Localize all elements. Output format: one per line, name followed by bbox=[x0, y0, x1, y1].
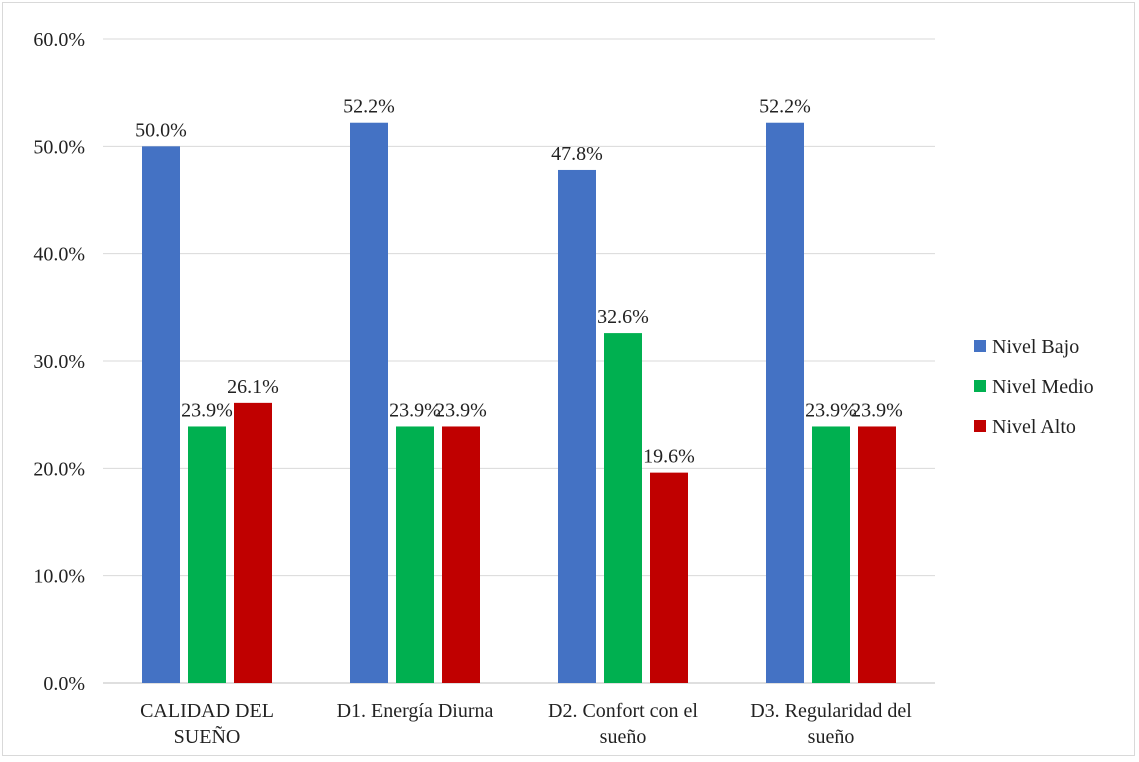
y-tick-label: 20.0% bbox=[33, 458, 85, 480]
data-label: 23.9% bbox=[805, 399, 857, 421]
gridlines bbox=[103, 38, 935, 684]
bar bbox=[604, 333, 642, 683]
bar bbox=[812, 426, 850, 683]
y-axis-tick-labels: 0.0% 10.0% 20.0% 30.0% 40.0% 50.0% 60.0% bbox=[33, 29, 85, 695]
category-label: sueño bbox=[808, 726, 855, 748]
data-label: 47.8% bbox=[551, 143, 603, 165]
legend-label: Nivel Medio bbox=[992, 376, 1094, 398]
category-label: D1. Energía Diurna bbox=[337, 700, 494, 722]
category-label: D3. Regularidad del bbox=[750, 700, 912, 722]
y-tick-label: 40.0% bbox=[33, 244, 85, 266]
y-tick-label: 10.0% bbox=[33, 566, 85, 588]
category-label: CALIDAD DEL bbox=[140, 700, 274, 722]
legend-label: Nivel Bajo bbox=[992, 336, 1079, 358]
legend-swatch bbox=[974, 420, 986, 432]
legend-swatch bbox=[974, 380, 986, 392]
category-label: sueño bbox=[600, 726, 647, 748]
data-label: 26.1% bbox=[227, 376, 279, 398]
category-label: D2. Confort con el bbox=[548, 700, 698, 722]
bar bbox=[858, 426, 896, 683]
bar bbox=[234, 402, 272, 683]
bar bbox=[142, 146, 180, 684]
bar bbox=[188, 426, 226, 683]
data-label: 50.0% bbox=[135, 119, 187, 141]
bar-chart: 0.0% 10.0% 20.0% 30.0% 40.0% 50.0% 60.0% 50.0%… bbox=[33, 29, 1094, 748]
legend-swatch bbox=[974, 340, 986, 352]
bar bbox=[766, 122, 804, 684]
bar bbox=[558, 169, 596, 684]
data-labels: 50.0%23.9%26.1%52.2%23.9%23.9%47.8%32.6%… bbox=[135, 96, 903, 468]
data-label: 52.2% bbox=[759, 96, 811, 118]
legend-label: Nivel Alto bbox=[992, 416, 1076, 438]
y-tick-label: 60.0% bbox=[33, 29, 85, 51]
data-label: 23.9% bbox=[435, 399, 487, 421]
data-label: 52.2% bbox=[343, 96, 395, 118]
data-label: 23.9% bbox=[181, 399, 233, 421]
y-tick-label: 30.0% bbox=[33, 351, 85, 373]
y-tick-label: 50.0% bbox=[33, 136, 85, 158]
bars bbox=[142, 122, 896, 684]
bar bbox=[650, 472, 688, 683]
legend: Nivel Bajo Nivel Medio Nivel Alto bbox=[974, 336, 1094, 438]
data-label: 23.9% bbox=[851, 399, 903, 421]
bar bbox=[442, 426, 480, 683]
data-label: 23.9% bbox=[389, 399, 441, 421]
bar bbox=[350, 122, 388, 684]
data-label: 19.6% bbox=[643, 446, 695, 468]
category-label: SUEÑO bbox=[174, 724, 241, 748]
data-label: 32.6% bbox=[597, 306, 649, 328]
y-tick-label: 0.0% bbox=[43, 673, 85, 695]
bar bbox=[396, 426, 434, 683]
